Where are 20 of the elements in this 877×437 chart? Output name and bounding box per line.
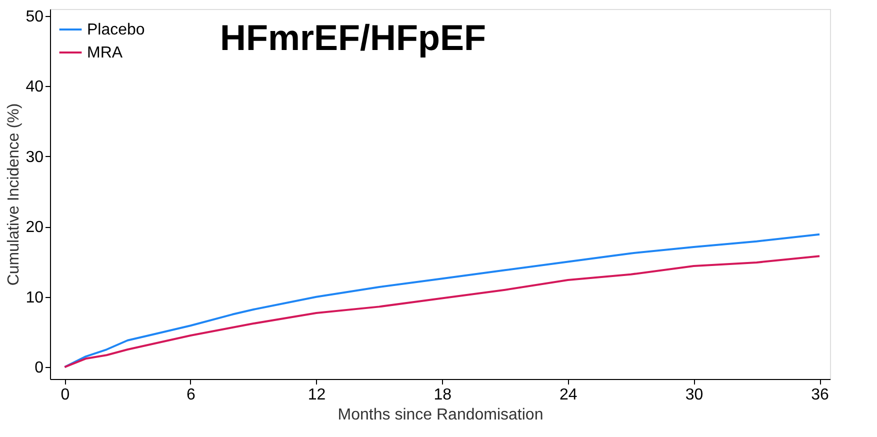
- chart-title: HFmrEF/HFpEF: [220, 17, 486, 58]
- line-series: [64, 255, 821, 368]
- y-tick-label: 10: [26, 289, 44, 306]
- y-tick-label: 50: [26, 8, 44, 26]
- x-tick-label: 36: [811, 386, 830, 404]
- y-tick-label: 20: [26, 219, 44, 236]
- x-tick-label: 6: [186, 386, 196, 404]
- line-series: [64, 233, 821, 368]
- legend-label: Placebo: [87, 22, 145, 38]
- x-tick-label: 24: [560, 386, 578, 404]
- y-tick-label: 30: [26, 148, 44, 166]
- y-tick-label: 0: [34, 360, 44, 377]
- y-tick-label: 40: [26, 78, 44, 96]
- x-tick-label: 0: [60, 386, 70, 404]
- y-axis-title: Cumulative Incidence (%): [6, 103, 23, 286]
- x-axis-title: Months since Randomisation: [338, 406, 544, 424]
- legend-label: MRA: [87, 44, 123, 62]
- x-tick-label: 18: [434, 386, 452, 404]
- x-tick-label: 30: [685, 386, 704, 404]
- x-tick-label: 12: [308, 386, 326, 404]
